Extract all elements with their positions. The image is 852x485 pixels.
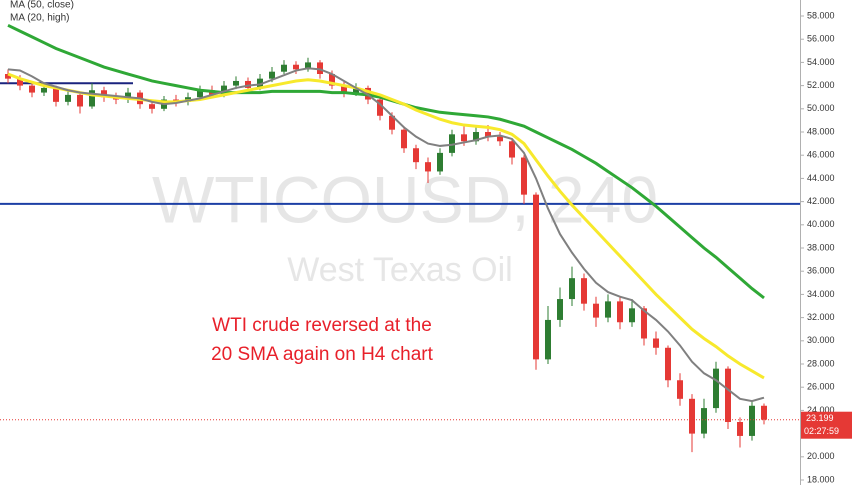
candle-body	[353, 87, 359, 93]
y-tick-label: 44.000	[807, 173, 835, 183]
candle-body	[473, 132, 479, 142]
y-tick-label: 30.000	[807, 335, 835, 345]
candle-body	[605, 301, 611, 318]
y-tick-label: 50.000	[807, 103, 835, 113]
candle-body	[17, 78, 23, 86]
candle-body	[689, 398, 695, 434]
candle-body	[281, 64, 287, 72]
candle-body	[197, 90, 203, 98]
y-tick-label: 58.000	[807, 10, 835, 20]
candle-body	[89, 90, 95, 107]
candle-body	[233, 80, 239, 86]
candle-body	[101, 90, 107, 98]
watermark-title: WTICOUSD, 240	[152, 162, 658, 236]
candle-body	[389, 115, 395, 130]
y-tick-label: 56.000	[807, 34, 835, 44]
candle-body	[569, 278, 575, 300]
candle-body	[293, 64, 299, 70]
candle-body	[65, 94, 71, 102]
y-tick-label: 24.000	[807, 405, 835, 415]
candle-body	[437, 152, 443, 172]
candle-body	[317, 62, 323, 75]
candle-body	[29, 85, 35, 93]
y-tick-label: 28.000	[807, 358, 835, 368]
candle-body	[677, 380, 683, 399]
moving-average	[7, 72, 765, 380]
candle-body	[629, 308, 635, 323]
candle-body	[485, 132, 491, 137]
candle-body	[725, 368, 731, 423]
candle-body	[533, 194, 539, 360]
y-tick-label: 42.000	[807, 196, 835, 206]
candle-body	[497, 136, 503, 142]
candle-body	[41, 87, 47, 93]
candle-body	[641, 308, 647, 339]
candle-body	[713, 368, 719, 409]
annotation-line: WTI crude reversed at the	[212, 315, 432, 336]
annotation-line: 20 SMA again on H4 chart	[211, 344, 434, 365]
candle-body	[425, 162, 431, 172]
candle-body	[53, 87, 59, 102]
candle-body	[401, 129, 407, 149]
legend-entry: MA (50, close)	[10, 0, 74, 11]
y-tick-label: 20.000	[807, 451, 835, 461]
watermark-subtitle: West Texas Oil	[287, 251, 512, 289]
last-price-label: 23.199	[806, 413, 834, 423]
y-tick-label: 46.000	[807, 150, 835, 160]
candle-body	[329, 74, 335, 86]
candle-body	[581, 278, 587, 304]
candle-body	[257, 78, 263, 88]
candle-body	[149, 104, 155, 109]
candle-body	[413, 148, 419, 163]
candle-body	[701, 408, 707, 434]
y-tick-label: 52.000	[807, 80, 835, 90]
candle-body	[557, 299, 563, 320]
candle-body	[653, 338, 659, 348]
candle-body	[77, 94, 83, 107]
candle-body	[305, 62, 311, 70]
candle-body	[593, 303, 599, 318]
candle-body	[749, 405, 755, 436]
candle-body	[221, 85, 227, 95]
y-tick-label: 34.000	[807, 289, 835, 299]
last-price-box	[801, 411, 852, 439]
y-tick-label: 38.000	[807, 242, 835, 252]
candle-body	[521, 157, 527, 195]
y-tick-label: 40.000	[807, 219, 835, 229]
legend-entry: MA (20, high)	[10, 13, 69, 24]
countdown-label: 02:27:59	[804, 426, 839, 436]
candle-body	[377, 99, 383, 116]
y-tick-label: 48.000	[807, 126, 835, 136]
candle-body	[449, 134, 455, 153]
y-tick-label: 54.000	[807, 57, 835, 67]
candle-body	[245, 80, 251, 88]
candle-body	[5, 74, 11, 79]
candle-body	[545, 319, 551, 360]
candle-body	[509, 141, 515, 158]
moving-average	[7, 23, 765, 300]
candle-body	[461, 134, 467, 142]
y-tick-label: 18.000	[807, 474, 835, 484]
candle-body	[125, 92, 131, 100]
candle-body	[737, 422, 743, 436]
candle-body	[269, 71, 275, 79]
y-tick-label: 32.000	[807, 312, 835, 322]
y-tick-label: 26.000	[807, 382, 835, 392]
candle-body	[617, 301, 623, 323]
moving-average	[7, 67, 765, 403]
candle-body	[761, 405, 767, 420]
candle-body	[665, 347, 671, 381]
candle-body	[341, 85, 347, 93]
y-tick-label: 36.000	[807, 266, 835, 276]
